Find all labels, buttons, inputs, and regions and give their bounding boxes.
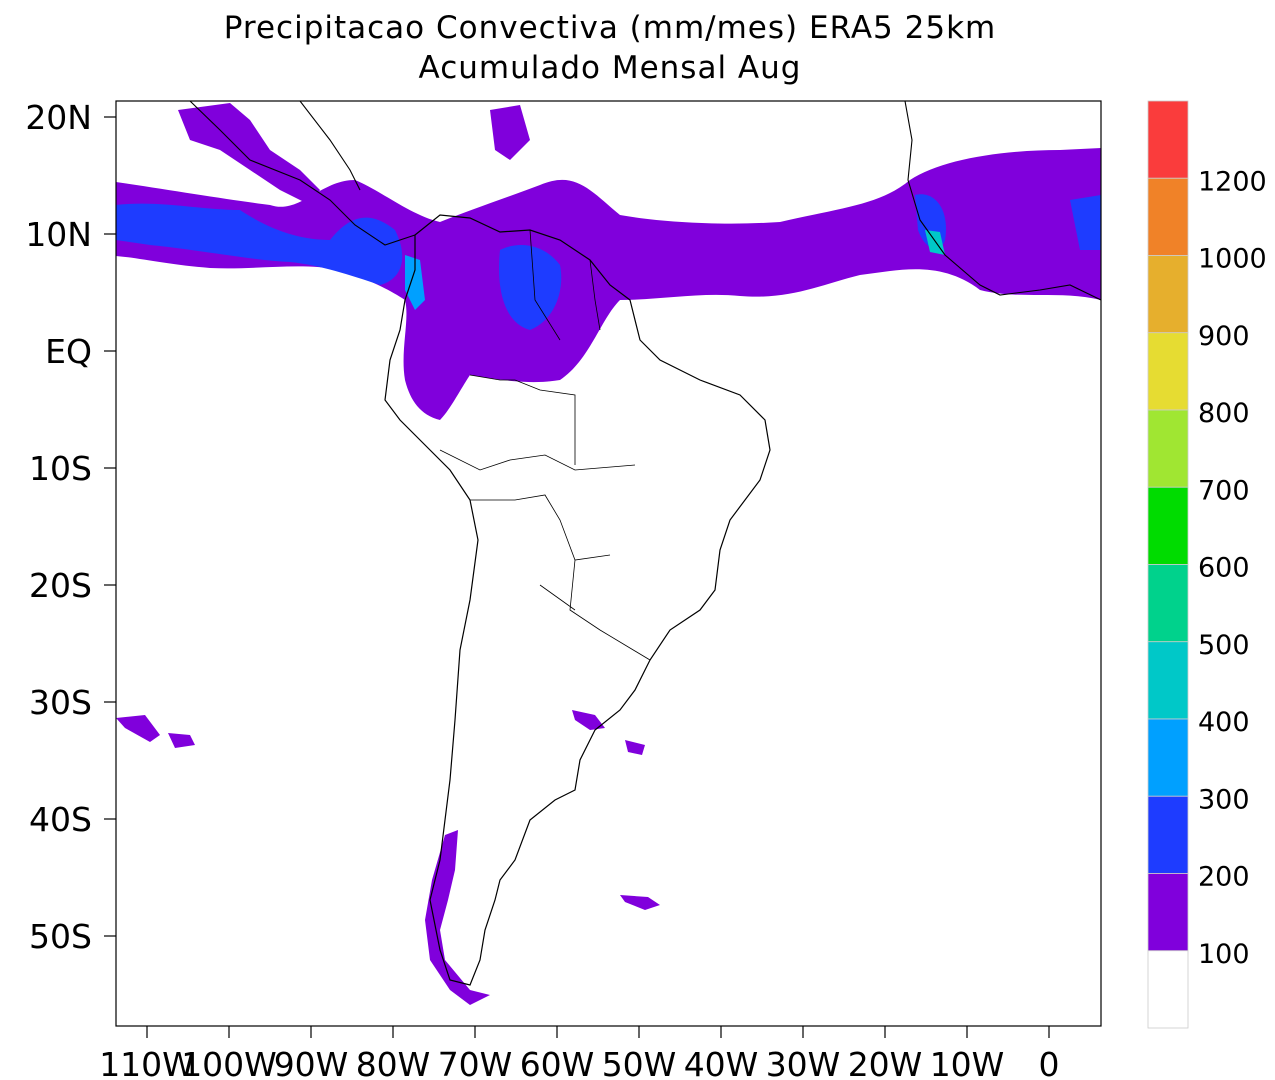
colorbar-label: 600 — [1198, 553, 1250, 584]
colorbar-swatch — [1147, 950, 1189, 1029]
colorbar-label: 400 — [1198, 707, 1250, 738]
central-america-outline — [189, 101, 416, 246]
map-frame — [115, 100, 1102, 1027]
precip-band-200-africa-east — [1070, 195, 1101, 250]
colorbar-swatch — [1147, 409, 1189, 488]
colorbar-swatch — [1147, 564, 1189, 643]
precip-pacific-1 — [116, 715, 160, 742]
y-tick-label: 50S — [29, 917, 92, 956]
colorbar-swatch — [1147, 255, 1189, 334]
precip-band-300 — [405, 255, 425, 310]
x-tick-label: 60W — [520, 1045, 595, 1080]
map-subtitle: Acumulado Mensal Aug — [418, 50, 802, 86]
x-tick-label: 110W — [99, 1045, 195, 1080]
y-axis: 20N 10N EQ 10S 20S 30S 40S 50S — [25, 98, 116, 956]
x-tick-label: 30W — [766, 1045, 841, 1080]
colorbar-label: 300 — [1198, 784, 1250, 815]
gulf-coast — [299, 101, 361, 191]
y-tick-label: 30S — [29, 683, 92, 722]
colorbar-swatch — [1147, 641, 1189, 720]
colorbar: 100 200 300 400 500 600 700 800 900 1000 1200 — [1147, 100, 1267, 1029]
x-tick-label: 20W — [848, 1045, 923, 1080]
precip-central-america — [178, 103, 320, 205]
x-tick-label: 100W — [181, 1045, 277, 1080]
y-tick-label: 10N — [25, 215, 92, 254]
map-title: Precipitacao Convectiva (mm/mes) ERA5 25… — [223, 10, 997, 46]
map-plot-area — [116, 101, 1101, 1005]
x-tick-label: 70W — [438, 1045, 513, 1080]
colorbar-label: 200 — [1198, 862, 1250, 893]
africa-coast — [904, 101, 1101, 301]
colorbar-label: 100 — [1198, 939, 1250, 970]
x-tick-label: 80W — [356, 1045, 431, 1080]
x-tick-label: 10W — [930, 1045, 1005, 1080]
x-tick-label: 50W — [602, 1045, 677, 1080]
precip-atlantic-2 — [625, 740, 645, 755]
precip-chile — [425, 830, 490, 1005]
colorbar-swatch — [1147, 332, 1189, 411]
x-tick-label: 40W — [684, 1045, 759, 1080]
precip-band-200 — [116, 203, 403, 285]
colorbar-label: 1000 — [1198, 244, 1267, 275]
precip-caribbean — [490, 105, 530, 160]
colorbar-swatch — [1147, 795, 1189, 874]
country-borders — [439, 229, 651, 661]
precip-pacific-2 — [168, 733, 195, 748]
y-tick-label: EQ — [45, 332, 92, 371]
colorbar-label: 700 — [1198, 475, 1250, 506]
precip-atlantic-3 — [620, 895, 660, 910]
colorbar-label: 800 — [1198, 398, 1250, 429]
y-tick-label: 20S — [29, 566, 92, 605]
colorbar-label: 900 — [1198, 321, 1250, 352]
colorbar-label: 1200 — [1198, 166, 1267, 197]
colorbar-swatch — [1147, 177, 1189, 256]
colorbar-swatch — [1147, 486, 1189, 565]
x-tick-label: 90W — [274, 1045, 349, 1080]
precip-band-200-venezuela — [499, 245, 562, 330]
y-tick-label: 10S — [29, 449, 92, 488]
colorbar-swatch — [1147, 873, 1189, 952]
precip-atlantic-1 — [572, 710, 605, 730]
y-tick-label: 40S — [29, 800, 92, 839]
colorbar-swatch — [1147, 718, 1189, 797]
x-tick-label: 0 — [1039, 1045, 1060, 1080]
colorbar-label: 500 — [1198, 630, 1250, 661]
colorbar-swatch — [1147, 100, 1189, 179]
y-tick-label: 20N — [25, 98, 92, 137]
